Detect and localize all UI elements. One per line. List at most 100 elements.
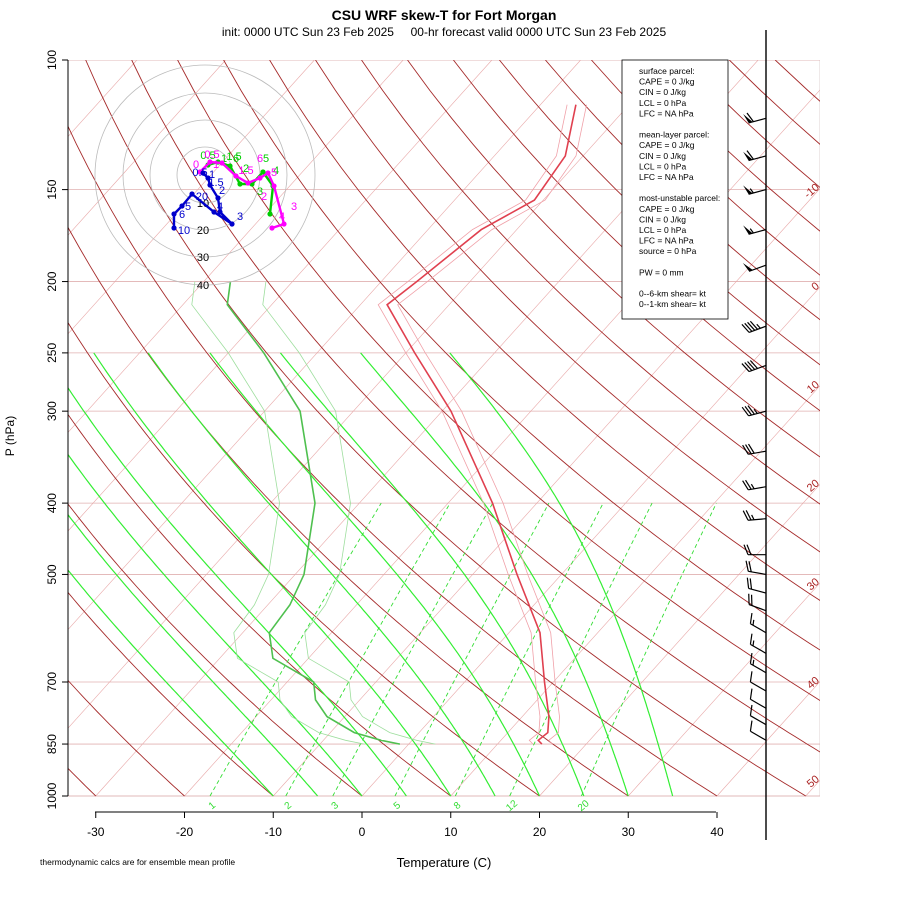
mixing-ratio-line	[332, 502, 494, 797]
info-box-line: LCL = 0 hPa	[639, 225, 686, 235]
barb-full	[742, 444, 749, 455]
hodograph-point	[207, 182, 213, 188]
hodograph-point	[227, 163, 233, 169]
barb-full	[747, 443, 755, 454]
y-tick-label: 100	[45, 50, 59, 70]
dry-adiabat	[68, 413, 452, 797]
hodograph-point	[205, 175, 211, 181]
temperature-member	[397, 104, 587, 745]
barb-half	[749, 188, 754, 194]
isotherm-line	[450, 385, 820, 797]
dry-adiabat	[774, 60, 820, 102]
dry-adiabat	[867, 60, 900, 796]
barb-full	[749, 320, 758, 330]
barb-shaft	[748, 486, 767, 491]
hodograph-label: 20	[196, 191, 208, 203]
wind-barb	[743, 225, 767, 235]
info-box-line: LFC = NA hPa	[639, 172, 694, 182]
hodograph-label: 6	[257, 153, 263, 165]
info-box-line: CIN = 0 J/kg	[639, 87, 686, 97]
isotherm-line	[361, 286, 820, 797]
hodograph-label: 6	[233, 153, 239, 165]
y-tick-label: 850	[45, 734, 59, 754]
hodograph-label: 5	[263, 153, 269, 165]
info-box-line: source = 0 hPa	[639, 246, 697, 256]
sounding-profiles	[191, 104, 587, 745]
mixing-ratio-line	[454, 502, 604, 797]
hodograph-label: 4	[217, 201, 223, 213]
isotherm-line	[539, 483, 820, 797]
hodograph-label: 1.5	[226, 151, 241, 163]
isotherm-label: -10	[802, 182, 822, 201]
hodograph-label: 10	[178, 225, 190, 237]
x-tick-label: 0	[359, 825, 366, 839]
moist-adiabat	[68, 513, 319, 797]
wind-barb	[749, 633, 767, 654]
hodograph-label: 3	[257, 186, 263, 198]
wind-barb	[749, 720, 767, 741]
barb-full	[749, 720, 753, 732]
hodograph-point	[179, 203, 185, 209]
dry-adiabat	[68, 125, 718, 797]
hodograph-ring	[176, 146, 234, 204]
barb-full	[743, 544, 749, 555]
hodograph-point	[200, 170, 206, 176]
barb-full	[744, 362, 753, 371]
mixing-ratio-label: 8	[452, 800, 464, 812]
dry-adiabat	[499, 60, 820, 366]
hodograph-point	[267, 211, 273, 217]
chart-title: CSU WRF skew-T for Fort Morgan	[332, 7, 557, 23]
mixing-ratio-line	[285, 502, 451, 797]
hodograph-point	[229, 221, 235, 227]
dry-adiabat	[177, 60, 820, 702]
mixing-ratio-line	[580, 502, 717, 797]
x-tick-label: -30	[87, 825, 105, 839]
isotherm-line	[628, 582, 820, 797]
wind-barb	[741, 320, 767, 333]
barb-full	[746, 112, 754, 123]
y-tick-label: 250	[45, 343, 59, 363]
barb-full	[749, 633, 753, 645]
barb-half	[756, 323, 761, 329]
hodograph-label: 6	[179, 209, 185, 221]
mixing-ratio-line	[209, 502, 382, 797]
barb-full	[749, 688, 753, 700]
mixing-ratio-labels: 1 2 3 5 8 12 20	[207, 798, 592, 814]
dry-adiabat	[68, 591, 274, 797]
wind-barb	[742, 510, 767, 521]
wind-barb	[749, 688, 767, 709]
barb-full	[749, 704, 753, 716]
temperature-profile	[386, 104, 577, 745]
wind-barb	[745, 560, 767, 576]
barb-shaft	[750, 698, 767, 709]
dry-adiabat	[269, 60, 820, 601]
hodograph-label: 0.5	[204, 149, 219, 161]
hodograph-point	[265, 170, 271, 176]
hodograph-label: 0.5	[192, 167, 207, 179]
info-box-line: CAPE = 0 J/kg	[639, 204, 695, 214]
mixing-ratio-label: 5	[392, 800, 404, 812]
barb-full	[748, 561, 752, 572]
barb-pennant	[743, 114, 753, 123]
hodograph-ring-label: 20	[197, 225, 209, 237]
info-box-line: LCL = 0 hPa	[639, 98, 686, 108]
hodograph-ring-label: 30	[197, 252, 209, 264]
y-tick-label: 400	[45, 493, 59, 513]
hodograph-label: 1	[221, 153, 227, 165]
hodograph-point	[260, 169, 266, 175]
barb-full	[741, 363, 750, 372]
hodograph-ring-label: 40	[197, 280, 209, 292]
hodograph-point	[219, 160, 225, 166]
mixing-ratio-label: 12	[504, 798, 520, 814]
hodograph-point	[281, 221, 287, 227]
mixing-ratio-line	[509, 502, 653, 797]
info-box-frame	[621, 59, 729, 320]
dewpoint-member	[191, 281, 365, 745]
barb-full	[749, 612, 753, 624]
mixing-ratio-label: 20	[576, 798, 592, 814]
barb-pennant	[743, 225, 753, 235]
moist-adiabat	[68, 453, 363, 797]
dry-adiabat	[68, 503, 363, 797]
wind-barb	[746, 577, 767, 594]
